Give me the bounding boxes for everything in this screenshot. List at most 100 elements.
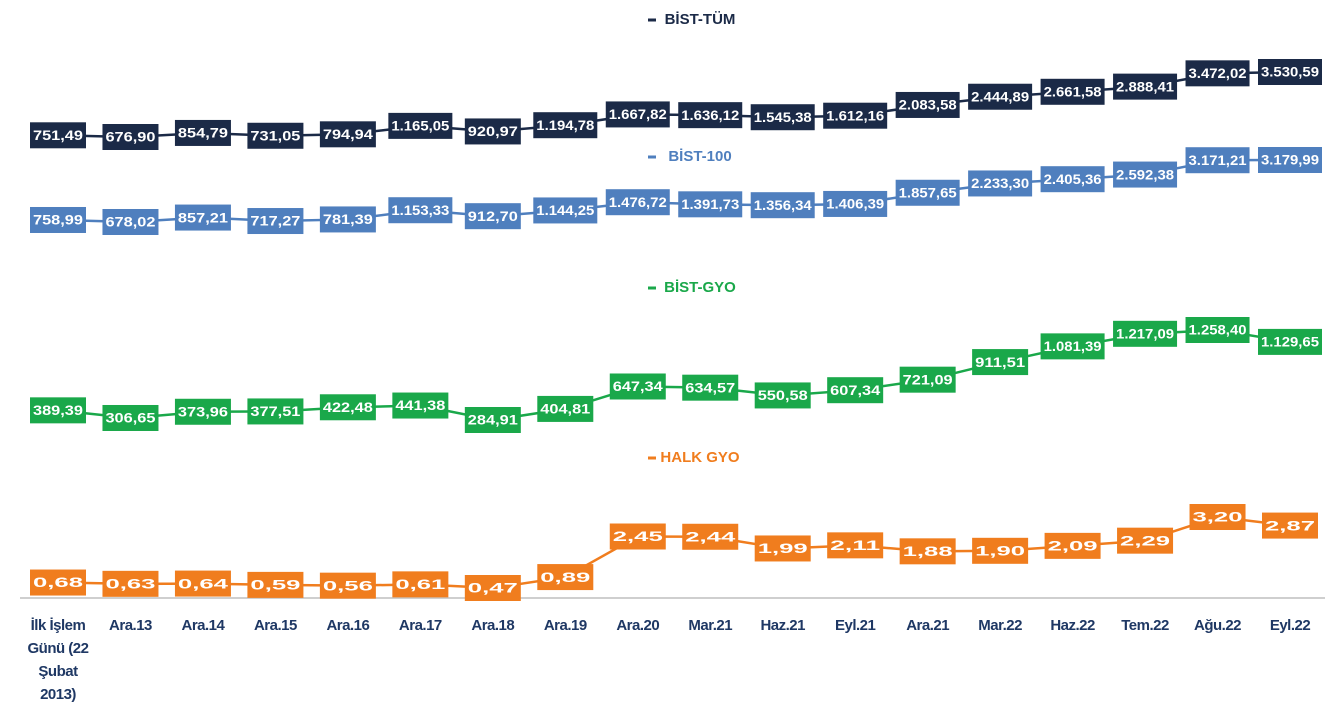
data-label: 373,96 — [178, 403, 228, 419]
x-tick-label: Ara.13 — [109, 617, 152, 634]
data-label: 607,34 — [830, 382, 880, 398]
point-label-box — [899, 366, 956, 393]
data-label: 758,99 — [33, 212, 83, 228]
point-label-box — [750, 192, 815, 219]
point-label-box — [464, 203, 521, 230]
data-label: 306,65 — [105, 410, 155, 426]
x-tick-label: Ara.21 — [906, 617, 950, 634]
point-label-box — [1189, 504, 1246, 530]
data-label: 1.667,82 — [609, 106, 667, 122]
data-label: 857,21 — [178, 209, 228, 225]
data-label: 389,39 — [33, 402, 83, 418]
x-tick-label: Ağu.22 — [1194, 617, 1242, 634]
data-label: 1.612,16 — [826, 107, 884, 123]
data-label: 404,81 — [540, 401, 590, 417]
data-label: 3.530,59 — [1261, 64, 1319, 80]
point-label-box — [827, 377, 884, 404]
point-label-box — [605, 101, 670, 128]
x-tick-label: Ara.15 — [253, 617, 297, 634]
data-label: 0,64 — [178, 575, 228, 591]
x-tick-label: Ara.18 — [471, 617, 515, 634]
point-label-box — [1262, 512, 1318, 539]
data-label: 284,91 — [468, 412, 518, 428]
point-label-box — [247, 208, 304, 235]
point-label-box — [968, 83, 1033, 110]
point-label-box — [1117, 527, 1174, 554]
data-label: 0,63 — [105, 576, 155, 592]
point-label-box — [30, 122, 86, 149]
point-label-box — [895, 179, 960, 206]
data-label: 794,94 — [323, 126, 373, 142]
data-label: 678,02 — [105, 214, 155, 230]
data-label: 1.356,34 — [754, 197, 812, 213]
data-label: 2,29 — [1120, 532, 1170, 548]
point-label-box — [899, 538, 956, 565]
data-label: 2.083,58 — [899, 97, 957, 113]
point-label-box — [537, 564, 594, 591]
data-label: 647,34 — [613, 378, 663, 394]
data-label: 1.217,09 — [1116, 326, 1174, 342]
data-label: 1.258,40 — [1189, 322, 1247, 338]
data-label: 911,51 — [975, 354, 1025, 370]
point-label-box — [1113, 320, 1178, 347]
point-label-box — [247, 398, 304, 425]
point-label-box — [823, 102, 888, 129]
legend-label: BİST-TÜM — [665, 11, 736, 28]
data-label: 377,51 — [250, 403, 300, 419]
data-label: 1.144,25 — [536, 202, 594, 218]
point-label-box — [392, 392, 449, 419]
point-label-box — [1185, 317, 1250, 343]
data-label: 634,57 — [685, 379, 735, 395]
series-line — [57, 328, 1291, 422]
data-label: 2.233,30 — [971, 175, 1029, 191]
point-label-box — [750, 104, 815, 131]
point-label-box — [319, 394, 376, 421]
data-label: 2,44 — [685, 528, 735, 544]
data-label: 1.194,78 — [536, 117, 594, 133]
x-tick-label: Ara.14 — [181, 617, 225, 634]
data-label: 2,09 — [1048, 538, 1098, 554]
series-line — [57, 515, 1291, 590]
data-label: 2.405,36 — [1044, 171, 1102, 187]
point-label-box — [754, 382, 811, 409]
point-label-box — [388, 197, 453, 224]
point-label-box — [174, 119, 231, 146]
point-label-box — [682, 523, 739, 550]
point-label-box — [972, 537, 1029, 564]
point-label-box — [102, 124, 159, 150]
data-label: 422,48 — [323, 399, 373, 415]
data-label: 1.129,65 — [1261, 334, 1319, 350]
point-label-box — [1040, 78, 1105, 105]
point-label-box — [605, 189, 670, 216]
data-label: 0,89 — [540, 569, 590, 585]
point-label-box — [533, 112, 598, 139]
point-label-box — [1113, 161, 1178, 188]
point-label-box — [464, 575, 521, 601]
point-label-box — [319, 572, 376, 599]
point-label-box — [388, 112, 453, 139]
data-label: 2,11 — [830, 537, 880, 553]
data-label: 912,70 — [468, 208, 518, 224]
point-label-box — [972, 349, 1029, 376]
data-label: 1.153,33 — [391, 202, 449, 218]
data-label: 721,09 — [903, 371, 953, 387]
data-label: 550,58 — [758, 387, 808, 403]
data-label: 2.661,58 — [1044, 83, 1102, 99]
point-label-box — [609, 373, 666, 400]
point-label-box — [1258, 147, 1322, 173]
legend-label: HALK GYO — [660, 449, 740, 466]
data-label: 2.592,38 — [1116, 166, 1174, 182]
x-tick-label: Ara.17 — [398, 617, 442, 634]
data-label: 1.476,72 — [609, 194, 667, 210]
point-label-box — [30, 569, 86, 596]
data-label: 441,38 — [395, 397, 445, 413]
x-tick-label: Eyl.22 — [1269, 617, 1311, 634]
data-label: 3.171,21 — [1189, 152, 1247, 168]
point-label-box — [895, 91, 960, 118]
point-label-box — [609, 523, 666, 550]
data-label: 1.857,65 — [899, 184, 957, 200]
data-label: 781,39 — [323, 211, 373, 227]
legend-label: BİST-GYO — [664, 279, 736, 296]
point-label-box — [464, 118, 521, 145]
